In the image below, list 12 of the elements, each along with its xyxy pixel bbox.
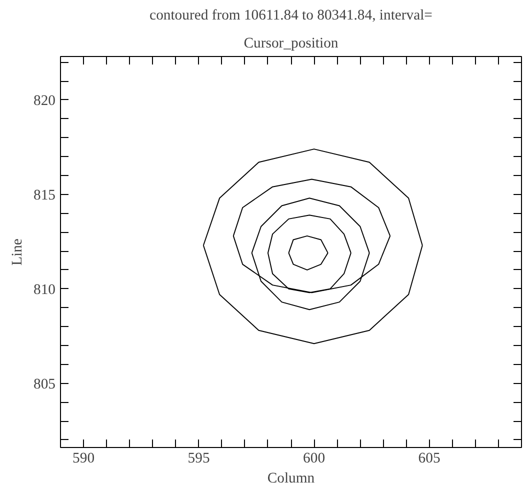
- x-tick-label: 595: [188, 450, 210, 466]
- y-tick-label: 810: [34, 282, 56, 298]
- x-axis-title: Column: [267, 470, 316, 486]
- x-tick-label: 590: [72, 450, 95, 466]
- x-tick-label: 600: [303, 450, 326, 466]
- y-tick-label: 815: [34, 187, 56, 204]
- y-axis-title: Line: [10, 238, 26, 266]
- x-tick-label: 605: [418, 450, 440, 466]
- chart-title: contoured from 10611.84 to 80341.84, interval=: [150, 8, 432, 24]
- y-tick-label: 820: [34, 92, 56, 109]
- chart-subtitle: Cursor_position: [244, 36, 339, 52]
- y-tick-label: 805: [34, 376, 56, 392]
